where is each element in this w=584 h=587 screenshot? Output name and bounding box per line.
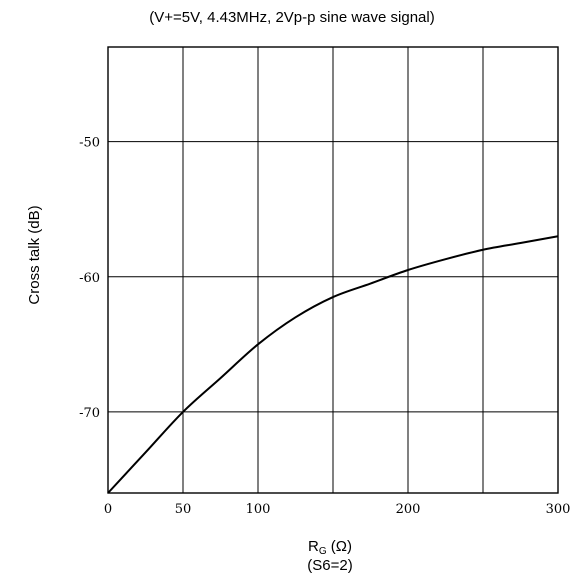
x-tick-label: 0	[104, 502, 112, 517]
x-tick-label: 300	[546, 502, 571, 517]
tick-labels: 0 50 100 200 300 -50 -60 -70	[79, 136, 570, 517]
grid	[108, 47, 558, 493]
x-axis-label-unit: (Ω)	[327, 538, 352, 555]
plot-frame	[107, 46, 559, 494]
y-tick-label: -70	[79, 406, 100, 421]
series-line	[107, 235, 559, 494]
x-tick-label: 50	[175, 502, 192, 517]
x-tick-label: 200	[396, 502, 421, 517]
x-axis-label-subscript: G	[319, 546, 327, 557]
x-tick-label: 100	[246, 502, 271, 517]
x-axis-label-main: R	[308, 538, 319, 555]
chart-title: (V+=5V, 4.43MHz, 2Vp-p sine wave signal)	[149, 9, 434, 26]
series-layer	[107, 235, 559, 494]
y-tick-label: -60	[79, 271, 100, 286]
y-tick-label: -50	[79, 136, 100, 151]
x-axis-label: RG (Ω)	[308, 538, 352, 557]
x-axis-note: (S6=2)	[307, 557, 352, 574]
y-axis-label: Cross talk (dB)	[26, 205, 43, 304]
